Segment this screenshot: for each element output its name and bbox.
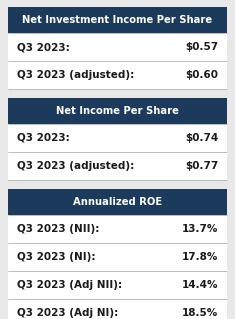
FancyBboxPatch shape — [8, 215, 227, 243]
FancyBboxPatch shape — [8, 7, 227, 33]
Text: 18.5%: 18.5% — [182, 308, 218, 318]
Text: Annualized ROE: Annualized ROE — [73, 197, 162, 207]
Text: $0.77: $0.77 — [185, 161, 218, 171]
FancyBboxPatch shape — [8, 124, 227, 152]
Text: Q3 2023 (adjusted):: Q3 2023 (adjusted): — [17, 161, 134, 171]
FancyBboxPatch shape — [8, 61, 227, 89]
Text: Q3 2023:: Q3 2023: — [17, 42, 70, 52]
FancyBboxPatch shape — [8, 299, 227, 319]
FancyBboxPatch shape — [8, 271, 227, 299]
FancyBboxPatch shape — [8, 189, 227, 215]
Text: $0.57: $0.57 — [185, 42, 218, 52]
Text: $0.60: $0.60 — [185, 70, 218, 80]
Text: Q3 2023 (adjusted):: Q3 2023 (adjusted): — [17, 70, 134, 80]
Text: Q3 2023 (Adj NI):: Q3 2023 (Adj NI): — [17, 308, 118, 318]
Text: $0.74: $0.74 — [185, 133, 218, 143]
Text: Q3 2023 (NI):: Q3 2023 (NI): — [17, 252, 95, 262]
Text: 13.7%: 13.7% — [182, 224, 218, 234]
FancyBboxPatch shape — [8, 33, 227, 61]
Text: Q3 2023 (NII):: Q3 2023 (NII): — [17, 224, 99, 234]
Text: Net Investment Income Per Share: Net Investment Income Per Share — [22, 15, 213, 25]
Text: Net Income Per Share: Net Income Per Share — [56, 106, 179, 116]
FancyBboxPatch shape — [8, 243, 227, 271]
Text: Q3 2023 (Adj NII):: Q3 2023 (Adj NII): — [17, 280, 122, 290]
Text: Q3 2023:: Q3 2023: — [17, 133, 70, 143]
FancyBboxPatch shape — [8, 152, 227, 180]
Text: 17.8%: 17.8% — [182, 252, 218, 262]
FancyBboxPatch shape — [8, 98, 227, 124]
Text: 14.4%: 14.4% — [181, 280, 218, 290]
